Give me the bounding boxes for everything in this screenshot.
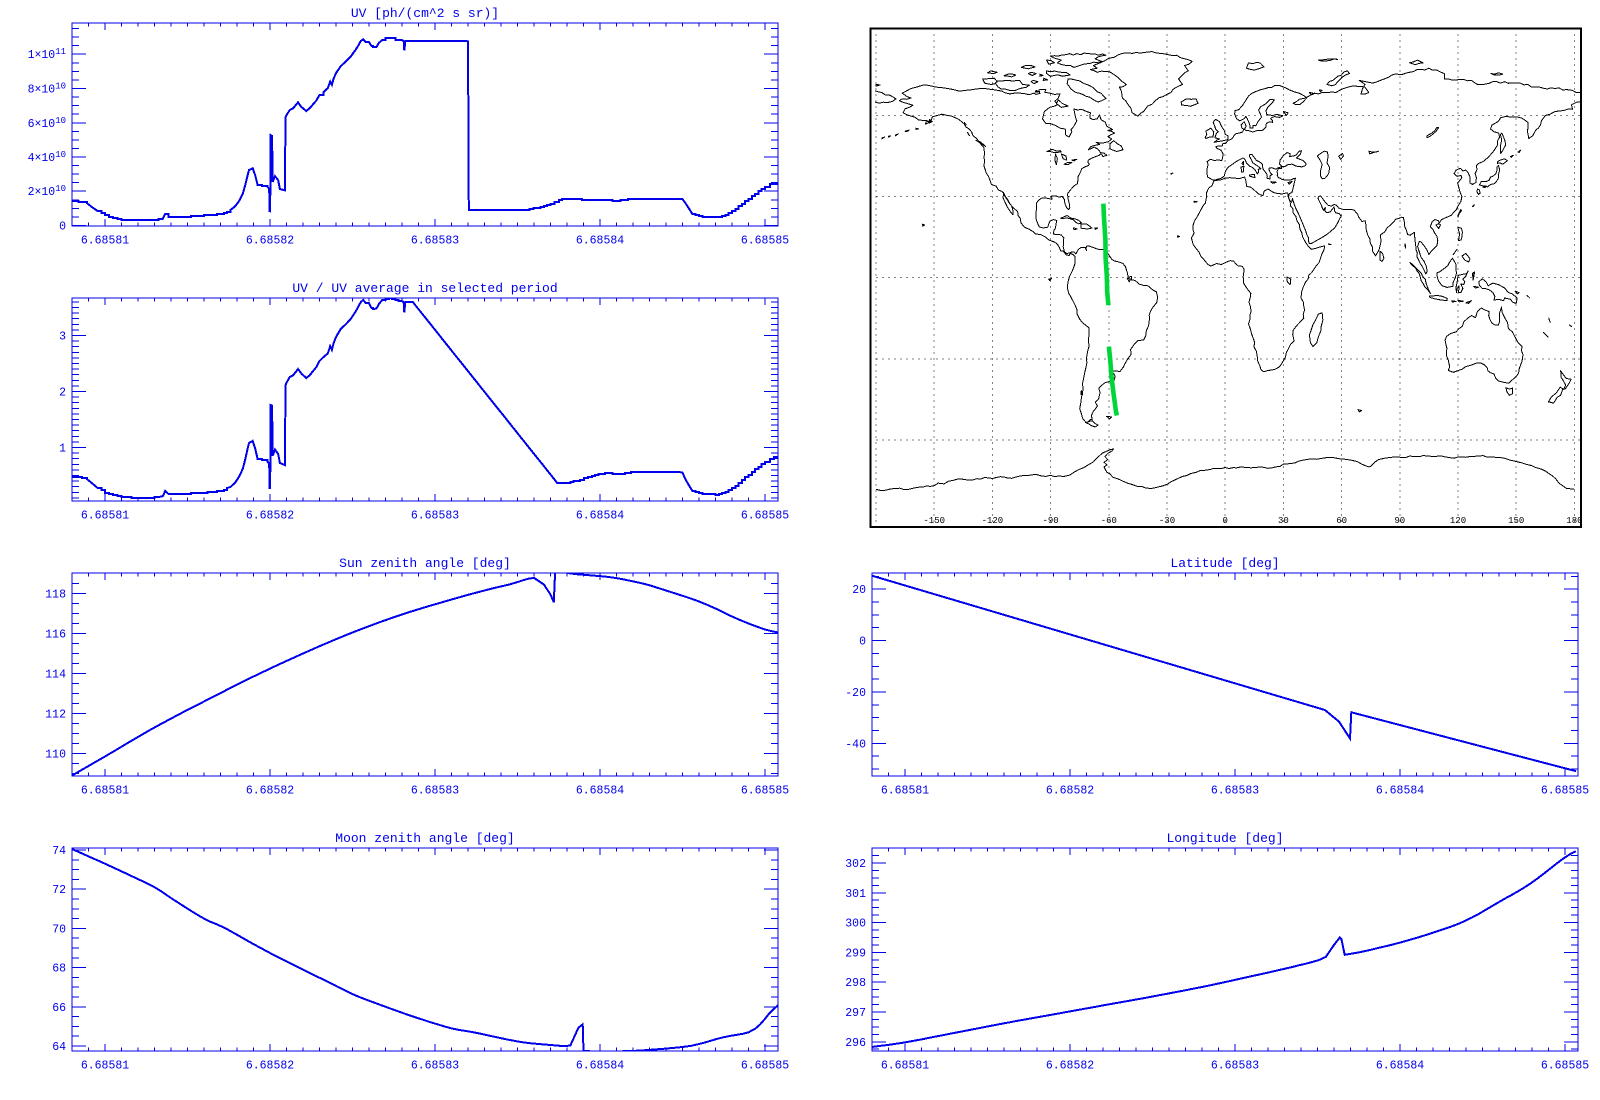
svg-text:302: 302 bbox=[845, 858, 866, 871]
svg-text:6.68583: 6.68583 bbox=[411, 1060, 459, 1073]
svg-text:6.68583: 6.68583 bbox=[411, 510, 459, 523]
svg-text:6.68584: 6.68584 bbox=[576, 1060, 624, 1073]
svg-text:0: 0 bbox=[59, 221, 66, 234]
svg-text:Sun zenith angle [deg]: Sun zenith angle [deg] bbox=[339, 556, 511, 571]
svg-text:Moon zenith angle [deg]: Moon zenith angle [deg] bbox=[335, 831, 514, 846]
svg-text:6.68585: 6.68585 bbox=[1541, 1060, 1589, 1073]
svg-text:6.68583: 6.68583 bbox=[1211, 1060, 1259, 1073]
svg-text:6.68582: 6.68582 bbox=[246, 510, 294, 523]
svg-text:6.68582: 6.68582 bbox=[246, 235, 294, 248]
svg-text:1×1011: 1×1011 bbox=[28, 47, 66, 62]
svg-text:6.68581: 6.68581 bbox=[881, 1060, 929, 1073]
svg-text:8×1010: 8×1010 bbox=[28, 82, 66, 97]
svg-text:6.68581: 6.68581 bbox=[81, 1060, 129, 1073]
svg-text:6.68583: 6.68583 bbox=[411, 235, 459, 248]
svg-text:-30: -30 bbox=[1159, 516, 1175, 526]
svg-text:6.68585: 6.68585 bbox=[741, 235, 789, 248]
svg-text:68: 68 bbox=[52, 963, 66, 976]
svg-text:Longitude [deg]: Longitude [deg] bbox=[1166, 831, 1283, 846]
svg-text:2×1010: 2×1010 bbox=[28, 184, 66, 199]
svg-text:296: 296 bbox=[845, 1037, 866, 1050]
svg-text:UV [ph/(cm^2 s sr)]: UV [ph/(cm^2 s sr)] bbox=[351, 6, 499, 21]
svg-text:300: 300 bbox=[845, 918, 866, 931]
svg-text:6.68584: 6.68584 bbox=[576, 510, 624, 523]
svg-text:UV / UV average in selected pe: UV / UV average in selected period bbox=[292, 281, 557, 296]
svg-text:6.68582: 6.68582 bbox=[1046, 785, 1094, 798]
svg-text:-150: -150 bbox=[923, 516, 945, 526]
svg-text:6.68581: 6.68581 bbox=[81, 510, 129, 523]
svg-text:6.68584: 6.68584 bbox=[1376, 1060, 1424, 1073]
svg-text:0: 0 bbox=[859, 636, 866, 649]
svg-text:6.68585: 6.68585 bbox=[741, 785, 789, 798]
svg-text:118: 118 bbox=[45, 589, 66, 602]
svg-text:298: 298 bbox=[845, 977, 866, 990]
svg-text:6.68581: 6.68581 bbox=[81, 785, 129, 798]
svg-text:6.68582: 6.68582 bbox=[246, 1060, 294, 1073]
svg-text:180: 180 bbox=[1566, 516, 1582, 526]
svg-text:-120: -120 bbox=[982, 516, 1004, 526]
svg-text:60: 60 bbox=[1336, 516, 1347, 526]
svg-text:6.68584: 6.68584 bbox=[1376, 785, 1424, 798]
svg-text:90: 90 bbox=[1394, 516, 1405, 526]
svg-text:6.68585: 6.68585 bbox=[741, 1060, 789, 1073]
svg-text:2: 2 bbox=[59, 387, 66, 400]
svg-text:64: 64 bbox=[52, 1041, 66, 1054]
svg-text:120: 120 bbox=[1450, 516, 1466, 526]
svg-text:112: 112 bbox=[45, 709, 66, 722]
svg-text:150: 150 bbox=[1508, 516, 1524, 526]
svg-text:297: 297 bbox=[845, 1007, 866, 1020]
svg-text:30: 30 bbox=[1278, 516, 1289, 526]
svg-text:-60: -60 bbox=[1101, 516, 1117, 526]
svg-text:110: 110 bbox=[45, 749, 66, 762]
svg-text:6.68583: 6.68583 bbox=[1211, 785, 1259, 798]
svg-text:6.68582: 6.68582 bbox=[1046, 1060, 1094, 1073]
svg-text:6×1010: 6×1010 bbox=[28, 116, 66, 131]
svg-text:6.68583: 6.68583 bbox=[411, 785, 459, 798]
svg-text:1: 1 bbox=[59, 443, 66, 456]
svg-text:20: 20 bbox=[852, 584, 866, 597]
svg-text:0: 0 bbox=[1222, 516, 1227, 526]
svg-text:6.68585: 6.68585 bbox=[741, 510, 789, 523]
svg-text:72: 72 bbox=[52, 884, 66, 897]
svg-text:3: 3 bbox=[59, 331, 66, 344]
svg-text:301: 301 bbox=[845, 888, 866, 901]
svg-text:-40: -40 bbox=[845, 738, 866, 751]
svg-text:Latitude [deg]: Latitude [deg] bbox=[1170, 556, 1279, 571]
svg-text:74: 74 bbox=[52, 845, 66, 858]
svg-text:6.68584: 6.68584 bbox=[576, 785, 624, 798]
svg-text:299: 299 bbox=[845, 947, 866, 960]
svg-text:6.68581: 6.68581 bbox=[81, 235, 129, 248]
svg-text:66: 66 bbox=[52, 1002, 66, 1015]
svg-text:114: 114 bbox=[45, 669, 66, 682]
svg-text:6.68585: 6.68585 bbox=[1541, 785, 1589, 798]
svg-text:-90: -90 bbox=[1042, 516, 1058, 526]
svg-text:6.68582: 6.68582 bbox=[246, 785, 294, 798]
svg-text:4×1010: 4×1010 bbox=[28, 150, 66, 165]
svg-text:6.68584: 6.68584 bbox=[576, 235, 624, 248]
svg-text:6.68581: 6.68581 bbox=[881, 785, 929, 798]
svg-text:70: 70 bbox=[52, 923, 66, 936]
svg-text:-20: -20 bbox=[845, 687, 866, 700]
svg-text:116: 116 bbox=[45, 629, 66, 642]
